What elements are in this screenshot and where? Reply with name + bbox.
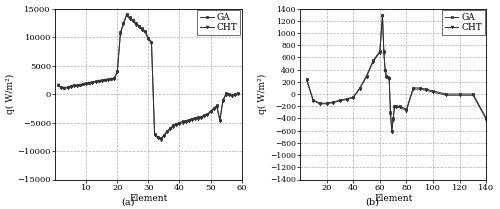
Line: GA: GA (57, 13, 240, 140)
Line: CHT: CHT (305, 14, 488, 133)
CHT (377, 51, 383, 54)
CHT (392, 106, 398, 109)
Text: (b): (b) (366, 198, 380, 207)
CHT (390, 119, 396, 121)
CHT (484, 119, 490, 121)
GA (444, 93, 450, 95)
Line: CHT: CHT (57, 14, 240, 141)
CHT (192, 118, 198, 120)
CHT (370, 60, 376, 63)
GA (310, 99, 316, 101)
GA (192, 117, 198, 119)
GA (83, 82, 89, 84)
CHT (389, 131, 395, 133)
CHT (158, 138, 164, 141)
GA (158, 137, 164, 140)
CHT (317, 103, 323, 105)
X-axis label: Element: Element (129, 194, 168, 203)
CHT (350, 96, 356, 99)
GA (417, 87, 423, 89)
GA (430, 90, 436, 92)
CHT (470, 94, 476, 97)
CHT (364, 76, 370, 78)
GA (55, 84, 61, 86)
GA (74, 84, 80, 87)
GA (470, 93, 476, 95)
Text: (a): (a) (121, 198, 134, 207)
GA (397, 105, 403, 107)
GA (102, 79, 108, 81)
Legend: GA, CHT: GA, CHT (442, 10, 484, 35)
CHT (381, 51, 387, 54)
CHT (385, 77, 391, 79)
GA (337, 99, 343, 101)
GA (364, 74, 370, 77)
GA (370, 59, 376, 62)
GA (484, 117, 490, 120)
GA (404, 108, 409, 111)
GA (456, 93, 462, 95)
GA (410, 87, 416, 89)
GA (317, 102, 323, 104)
CHT (382, 70, 388, 72)
GA (377, 50, 383, 52)
CHT (55, 84, 61, 87)
CHT (388, 112, 394, 115)
GA (390, 117, 396, 120)
CHT (357, 87, 363, 90)
CHT (384, 76, 390, 78)
CHT (102, 79, 108, 82)
GA (389, 129, 395, 132)
CHT (330, 101, 336, 104)
GA (386, 77, 392, 79)
GA (350, 96, 356, 98)
GA (236, 92, 242, 95)
GA (388, 111, 394, 114)
GA (330, 101, 336, 103)
GA (392, 105, 398, 107)
Legend: GA, CHT: GA, CHT (198, 10, 240, 35)
CHT (410, 88, 416, 90)
CHT (380, 15, 386, 17)
CHT (430, 91, 436, 93)
CHT (310, 99, 316, 102)
CHT (74, 85, 80, 87)
CHT (417, 88, 423, 90)
GA (382, 68, 388, 71)
CHT (344, 98, 349, 101)
GA (424, 88, 430, 90)
Line: GA: GA (305, 13, 488, 132)
CHT (397, 106, 403, 109)
GA (324, 102, 330, 104)
CHT (124, 14, 130, 17)
CHT (424, 89, 430, 92)
GA (384, 74, 390, 77)
Y-axis label: q( W/m²): q( W/m²) (258, 74, 267, 114)
GA (381, 50, 387, 52)
GA (385, 76, 391, 78)
GA (344, 98, 349, 100)
CHT (324, 103, 330, 105)
GA (62, 87, 68, 89)
GA (393, 105, 399, 107)
CHT (386, 78, 392, 81)
GA (380, 13, 386, 16)
CHT (62, 87, 68, 90)
X-axis label: Element: Element (374, 194, 412, 203)
CHT (152, 134, 158, 136)
GA (357, 87, 363, 89)
GA (304, 78, 310, 80)
CHT (337, 99, 343, 102)
CHT (83, 83, 89, 85)
CHT (404, 109, 409, 112)
CHT (444, 94, 450, 97)
CHT (304, 79, 310, 81)
CHT (236, 93, 242, 95)
CHT (393, 106, 399, 109)
CHT (456, 94, 462, 97)
GA (152, 133, 158, 135)
GA (124, 13, 130, 15)
Y-axis label: q( W/m²): q( W/m²) (6, 74, 15, 114)
